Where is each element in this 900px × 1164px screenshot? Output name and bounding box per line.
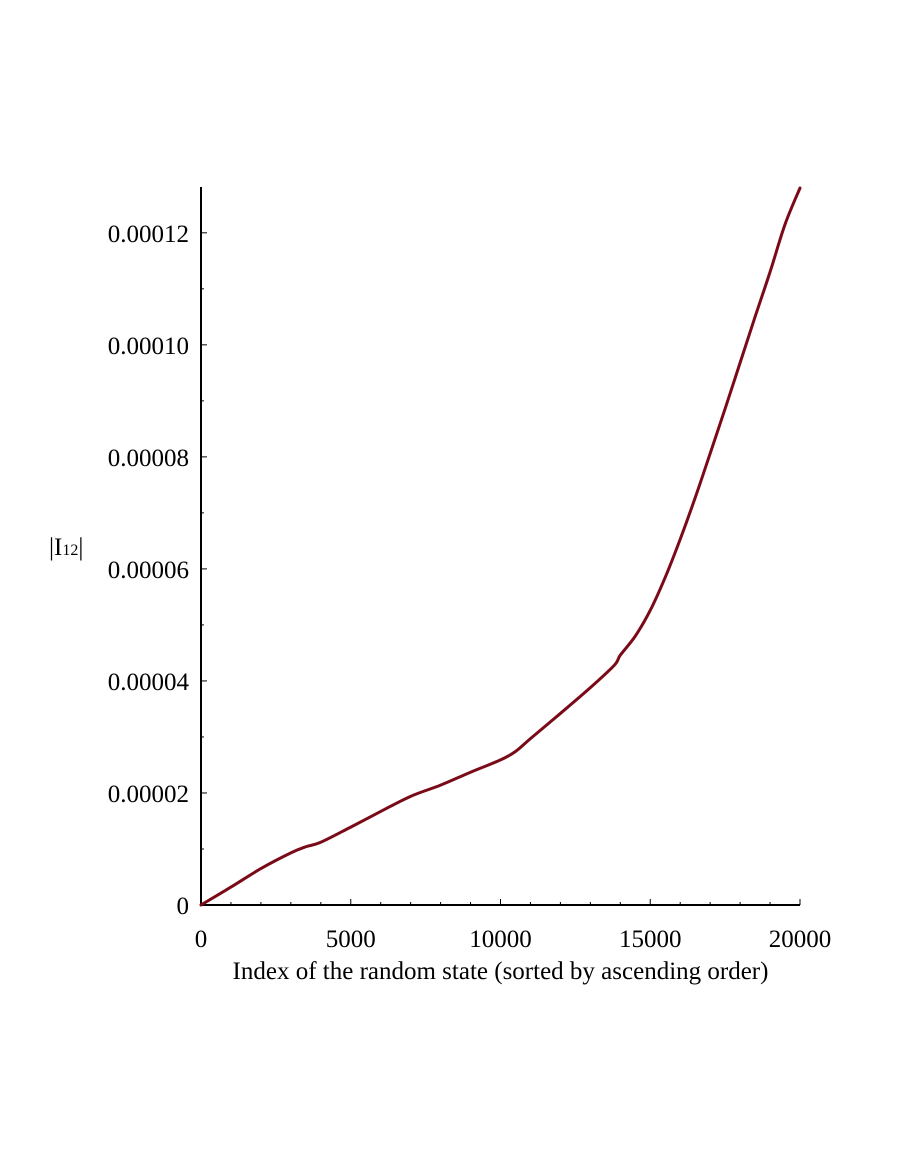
x-tick-label: 5000 bbox=[326, 926, 376, 953]
y-axis-title: |I12| bbox=[49, 534, 83, 561]
y-tick-label: 0.00004 bbox=[108, 669, 190, 696]
x-axis-ticks: 0 5000 10000 15000 20000 bbox=[195, 899, 832, 953]
y-tick-label: 0.00010 bbox=[108, 333, 189, 360]
series-line bbox=[199, 186, 802, 907]
y-axis-title-subscript: 12 bbox=[62, 542, 78, 559]
y-axis-title-suffix: | bbox=[78, 534, 83, 561]
y-axis-title-main: |I bbox=[49, 534, 62, 561]
y-tick-label: 0 bbox=[177, 893, 190, 920]
y-tick-label: 0.00012 bbox=[108, 221, 189, 248]
y-tick-label: 0.00006 bbox=[108, 557, 189, 584]
x-tick-label: 15000 bbox=[619, 926, 682, 953]
y-tick-label: 0.00008 bbox=[108, 445, 189, 472]
x-axis-title: Index of the random state (sorted by asc… bbox=[233, 958, 769, 985]
x-tick-label: 10000 bbox=[469, 926, 532, 953]
y-axis-ticks: 0 0.00002 0.00004 0.00006 0.00008 0.00010 0.00… bbox=[108, 221, 207, 920]
x-tick-label: 20000 bbox=[769, 926, 832, 953]
series-group bbox=[199, 186, 802, 907]
x-tick-label: 0 bbox=[195, 926, 208, 953]
y-tick-label: 0.00002 bbox=[108, 781, 189, 808]
